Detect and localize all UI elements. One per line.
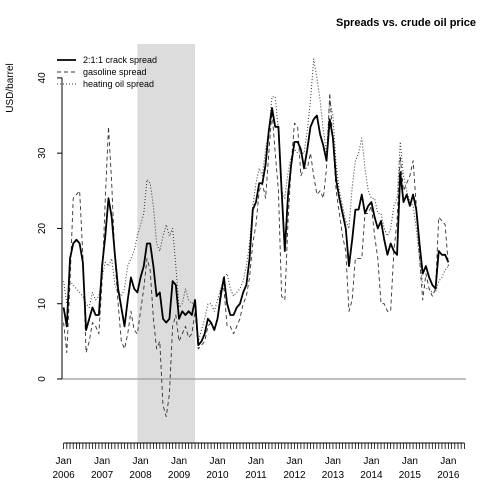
x-tick-label-month: Jan (209, 456, 225, 467)
x-tick-label-month: Jan (402, 456, 418, 467)
x-tick-label-month: Jan (248, 456, 264, 467)
x-tick-label-year: 2016 (437, 470, 460, 481)
x-tick-label-month: Jan (325, 456, 341, 467)
legend-label-2: gasoline spread (83, 67, 147, 77)
series-line-1 (62, 107, 450, 347)
x-tick-label-month: Jan (132, 456, 148, 467)
x-tick-label-year: 2008 (129, 470, 152, 481)
x-tick-label-month: Jan (286, 456, 302, 467)
y-tick-label: 40 (37, 72, 48, 84)
series-line-3 (63, 58, 449, 342)
x-tick-label-month: Jan (56, 456, 72, 467)
x-tick-label-year: 2006 (52, 470, 75, 481)
plot-area (62, 44, 466, 443)
y-axis: 0 10 20 30 40 (37, 72, 63, 382)
y-tick-label: 10 (37, 298, 48, 310)
x-tick-label-year: 2011 (245, 470, 267, 481)
x-tick-label-year: 2010 (206, 470, 229, 481)
x-axis: Jan 2006 Jan 2007 Jan 2008 Jan 2009 Jan 2010 Jan 20… (52, 442, 465, 481)
y-tick-label: 30 (37, 147, 48, 159)
x-tick-label-year: 2009 (168, 470, 191, 481)
legend-label-3: heating oil spread (83, 79, 154, 89)
legend: 2:1:1 crack spread gasoline spread heating… (57, 55, 157, 89)
x-tick-label-month: Jan (440, 456, 456, 467)
chart-title: Spreads vs. crude oil price (336, 17, 476, 29)
x-tick-label-year: 2012 (283, 470, 306, 481)
x-tick-label-month: Jan (171, 456, 187, 467)
x-tick-label-year: 2013 (322, 470, 345, 481)
shaded-period (137, 44, 196, 443)
x-tick-label-month: Jan (94, 456, 110, 467)
x-tick-label-year: 2015 (399, 470, 422, 481)
x-tick-label-month: Jan (363, 456, 379, 467)
x-tick-label-year: 2014 (360, 470, 383, 481)
y-tick-label: 20 (37, 222, 48, 234)
y-tick-label: 0 (37, 376, 48, 382)
y-axis-label: USD/barrel (5, 63, 16, 112)
series-line-2 (63, 92, 449, 418)
x-tick-label-year: 2007 (91, 470, 114, 481)
legend-label-1: 2:1:1 crack spread (83, 55, 157, 65)
